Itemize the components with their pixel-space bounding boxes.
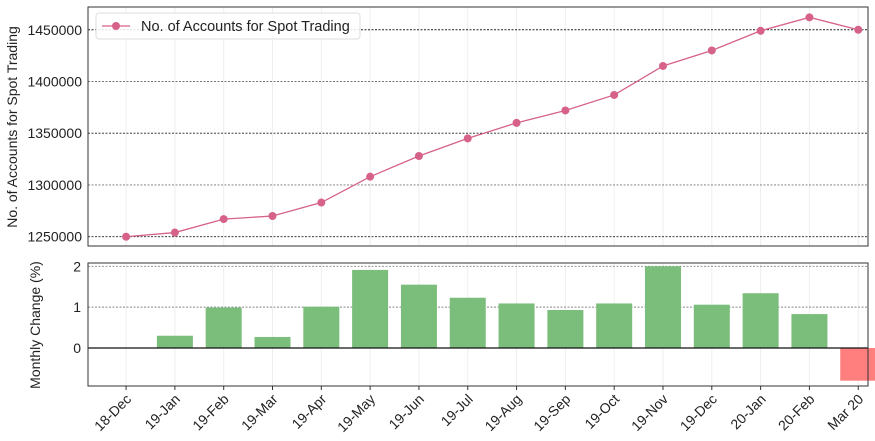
point-19-Sep bbox=[561, 106, 570, 115]
legend: No. of Accounts for Spot Trading bbox=[95, 12, 361, 40]
top-y-tick-label: 1450000 bbox=[27, 22, 82, 38]
x-tick-labels: 18-Dec 19-Jan 19-Feb 19-Mar 19-Apr 19-May 19-J… bbox=[91, 391, 867, 436]
point-18-Dec bbox=[122, 232, 131, 241]
point-19-May bbox=[366, 172, 375, 181]
x-tick-label: 19-Mar bbox=[238, 391, 281, 434]
bottom-y-tick-labels: 0 1 2 bbox=[73, 258, 81, 356]
point-19-Jun bbox=[414, 151, 423, 160]
point-20-Feb bbox=[805, 13, 814, 22]
point-19-Jul bbox=[463, 134, 472, 143]
x-tick-label: 19-Feb bbox=[189, 391, 232, 434]
bar-19-Jun bbox=[400, 284, 437, 348]
bar-20-Feb bbox=[791, 314, 828, 348]
top-plot-frame bbox=[87, 6, 869, 247]
point-19-Oct bbox=[610, 90, 619, 99]
point-19-Aug bbox=[512, 118, 521, 127]
line-path bbox=[126, 16, 859, 238]
top-y-axis-label: No. of Accounts for Spot Trading bbox=[4, 26, 20, 228]
bar-19-Oct bbox=[596, 303, 633, 348]
x-tick-label: 19-Jun bbox=[385, 391, 427, 433]
bar-Mar 20 bbox=[840, 347, 875, 381]
x-tick-label: 18-Dec bbox=[91, 391, 134, 434]
point-19-Nov bbox=[658, 61, 667, 70]
legend-marker-swatch bbox=[112, 22, 120, 30]
bar-19-Dec bbox=[693, 304, 730, 348]
bar-19-Sep bbox=[547, 309, 584, 348]
top-y-tick-label: 1250000 bbox=[27, 229, 82, 245]
bar-19-May bbox=[352, 269, 389, 348]
point-20-Jan bbox=[756, 26, 765, 35]
top-y-tick-label: 1300000 bbox=[27, 177, 82, 193]
x-tick-label: 19-Aug bbox=[481, 391, 524, 434]
point-19-Dec bbox=[707, 46, 716, 55]
point-Mar 20 bbox=[854, 25, 863, 34]
bar-19-Mar bbox=[254, 336, 291, 348]
bar-19-Jan bbox=[156, 335, 193, 348]
bar-19-Feb bbox=[205, 307, 242, 348]
line-series bbox=[122, 13, 863, 241]
x-tick-label: 19-Oct bbox=[581, 391, 622, 432]
bottom-y-axis-label: Monthly Change (%) bbox=[27, 261, 43, 389]
point-19-Apr bbox=[317, 198, 326, 207]
top-gridlines bbox=[88, 7, 868, 246]
bar-19-Nov bbox=[644, 266, 681, 348]
bar-series bbox=[88, 266, 875, 381]
top-y-tick-label: 1350000 bbox=[27, 125, 82, 141]
bottom-y-tick-label: 1 bbox=[73, 299, 81, 315]
bottom-y-tick-label: 0 bbox=[73, 340, 81, 356]
bottom-plot-frame bbox=[87, 262, 869, 387]
x-tick-label: 19-Apr bbox=[288, 391, 329, 432]
bar-19-Aug bbox=[498, 303, 535, 348]
x-tick-label: Mar 20 bbox=[824, 391, 866, 433]
top-y-tick-label: 1400000 bbox=[27, 73, 82, 89]
x-tick-label: 20-Jan bbox=[727, 391, 769, 433]
x-tick-label: 19-Sep bbox=[530, 391, 573, 434]
legend-label: No. of Accounts for Spot Trading bbox=[141, 19, 350, 35]
legend-box bbox=[95, 12, 361, 40]
x-tick-label: 19-May bbox=[334, 391, 378, 435]
x-tick-label: 20-Feb bbox=[775, 391, 818, 434]
x-tick-label: 19-Dec bbox=[677, 391, 720, 434]
bar-20-Jan bbox=[742, 293, 779, 348]
bar-19-Jul bbox=[449, 297, 486, 348]
bottom-y-tick-label: 2 bbox=[73, 258, 81, 274]
top-y-tick-labels: 1250000 1300000 1350000 1400000 1450000 bbox=[27, 22, 82, 245]
point-19-Jan bbox=[170, 228, 179, 237]
bar-19-Apr bbox=[303, 306, 340, 348]
x-tick-label: 19-Jul bbox=[438, 391, 476, 429]
x-tick-label: 19-Jan bbox=[141, 391, 183, 433]
x-tick-label: 19-Nov bbox=[628, 391, 671, 434]
point-19-Mar bbox=[268, 211, 277, 220]
point-19-Feb bbox=[219, 215, 228, 224]
